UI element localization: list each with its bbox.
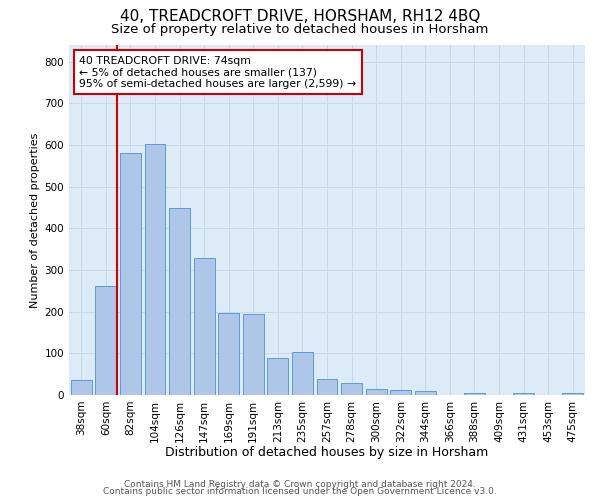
X-axis label: Distribution of detached houses by size in Horsham: Distribution of detached houses by size … xyxy=(166,446,488,459)
Bar xyxy=(268,358,289,395)
Text: 40 TREADCROFT DRIVE: 74sqm
← 5% of detached houses are smaller (137)
95% of semi: 40 TREADCROFT DRIVE: 74sqm ← 5% of detac… xyxy=(79,56,356,88)
Bar xyxy=(390,390,411,395)
Bar xyxy=(317,379,337,395)
Bar xyxy=(415,391,436,395)
Bar xyxy=(292,352,313,395)
Text: Size of property relative to detached houses in Horsham: Size of property relative to detached ho… xyxy=(112,22,488,36)
Y-axis label: Number of detached properties: Number of detached properties xyxy=(31,132,40,308)
Bar xyxy=(562,393,583,395)
Text: 40, TREADCROFT DRIVE, HORSHAM, RH12 4BQ: 40, TREADCROFT DRIVE, HORSHAM, RH12 4BQ xyxy=(120,9,480,24)
Bar xyxy=(341,382,362,395)
Bar xyxy=(95,286,116,395)
Text: Contains public sector information licensed under the Open Government Licence v3: Contains public sector information licen… xyxy=(103,487,497,496)
Bar xyxy=(169,208,190,395)
Bar xyxy=(194,258,215,395)
Bar xyxy=(513,392,534,395)
Bar xyxy=(365,389,386,395)
Bar xyxy=(145,144,166,395)
Bar xyxy=(464,393,485,395)
Bar xyxy=(71,380,92,395)
Bar xyxy=(218,314,239,395)
Bar xyxy=(243,314,264,395)
Bar xyxy=(120,154,141,395)
Text: Contains HM Land Registry data © Crown copyright and database right 2024.: Contains HM Land Registry data © Crown c… xyxy=(124,480,476,489)
